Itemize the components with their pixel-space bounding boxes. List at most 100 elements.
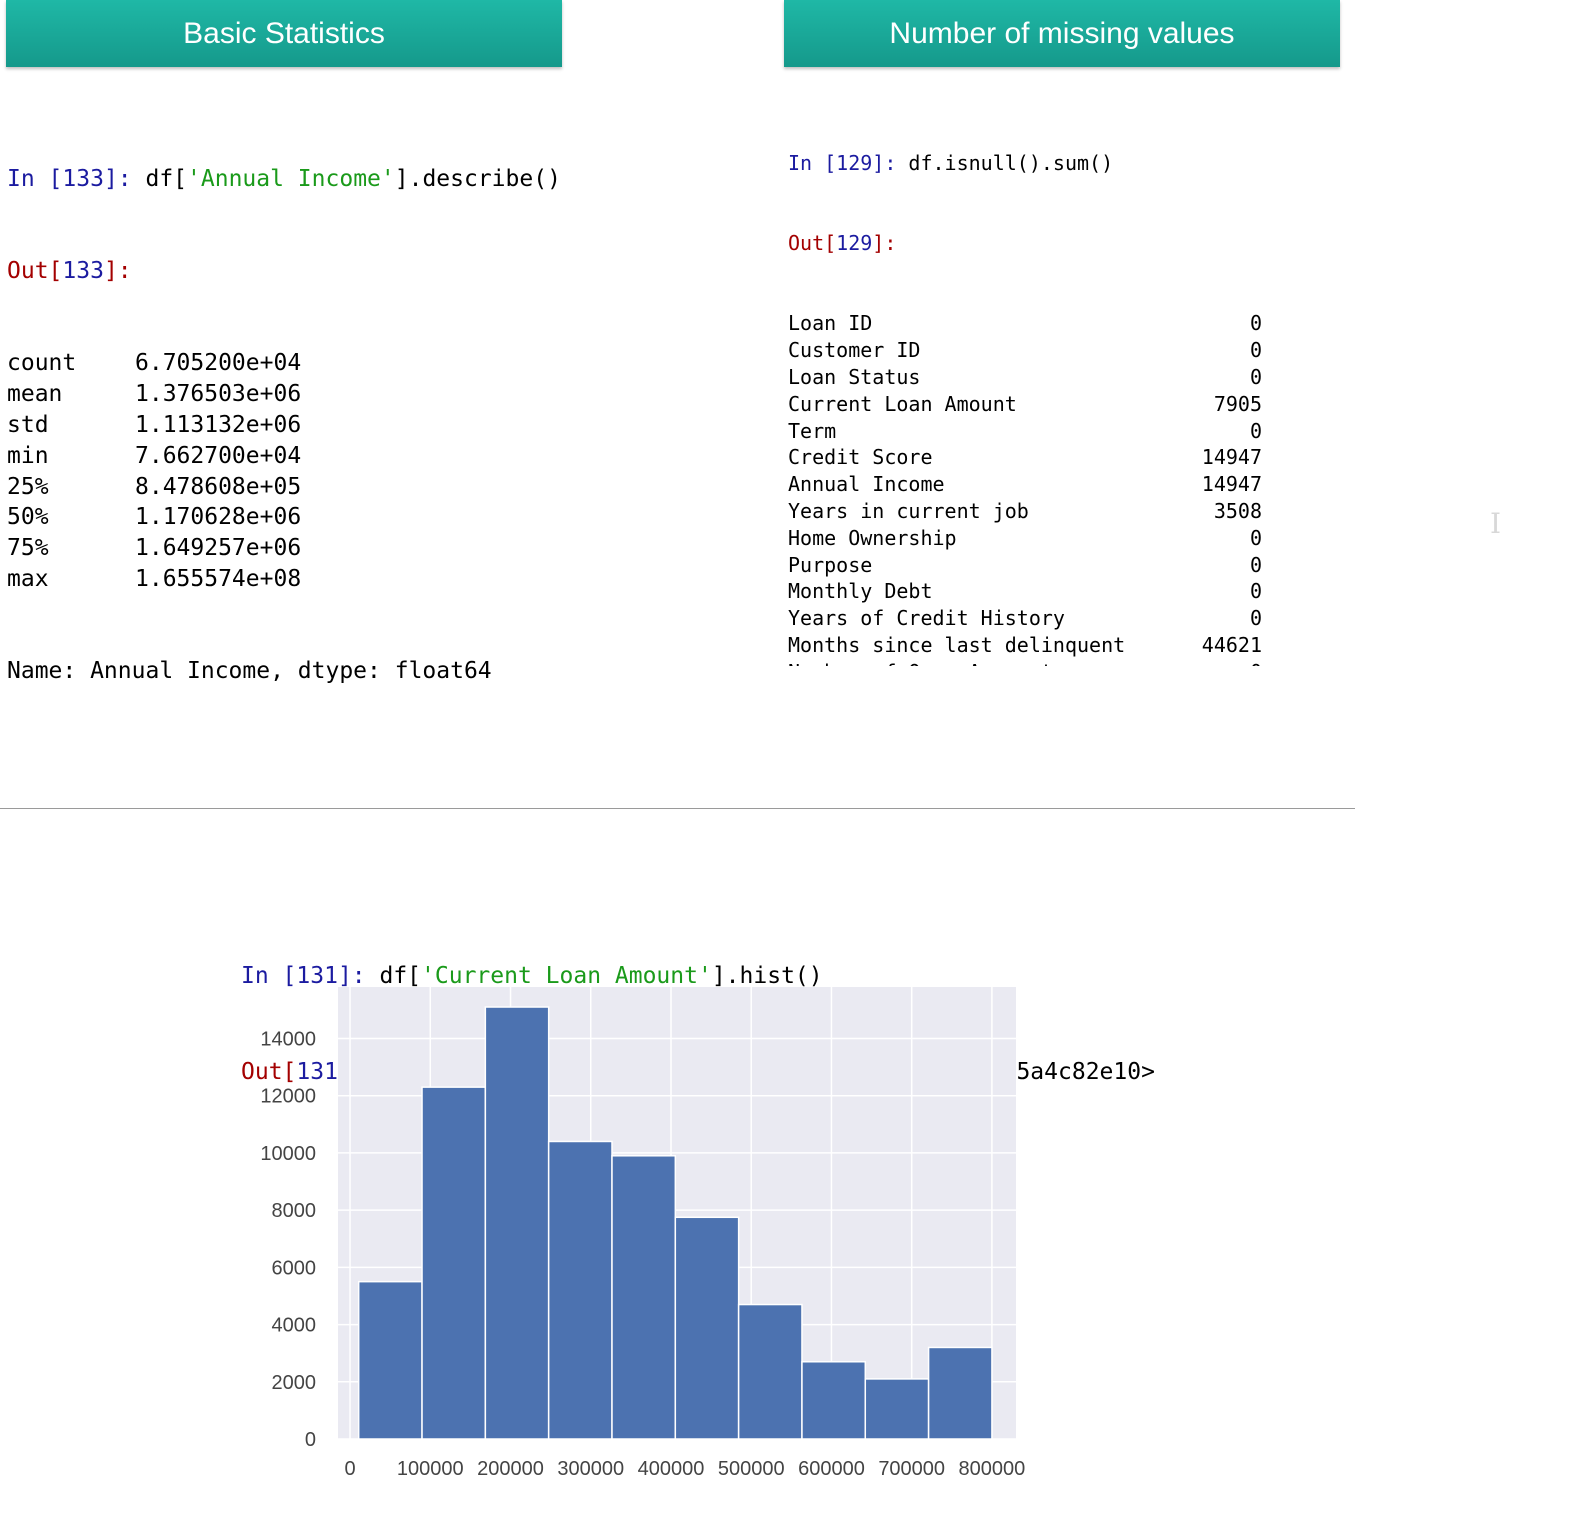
basic-statistics-banner: Basic Statistics	[6, 0, 562, 67]
stat-key: std	[7, 411, 49, 438]
text-cursor-icon: I	[1490, 507, 1502, 540]
x-tick-label: 500000	[718, 1458, 785, 1480]
x-tick-label: 400000	[638, 1458, 705, 1480]
histogram-bar	[357, 1280, 423, 1440]
output-prompt: Out[133]:	[7, 256, 561, 287]
x-tick-label: 800000	[959, 1458, 1026, 1480]
stat-value: 6.705200e+04	[135, 350, 302, 377]
missing-values-banner: Number of missing values	[784, 0, 1340, 67]
code-post: ].hist()	[711, 963, 823, 989]
histogram-bar	[864, 1378, 930, 1440]
column-name: Annual Income	[788, 472, 945, 497]
missing-value-row: Loan Status 0	[788, 364, 1262, 391]
missing-value-row: Number of Open Accounts 0	[788, 659, 1262, 666]
missing-value-row: Annual Income 14947	[788, 471, 1262, 498]
in-prompt-number: 133	[62, 165, 104, 192]
missing-count: 3508	[1213, 498, 1262, 523]
stat-value: 1.649257e+06	[135, 535, 302, 562]
code-text: df.isnull().sum()	[908, 150, 1114, 175]
input-line[interactable]: In [133]: df['Annual Income'].describe()	[7, 164, 561, 195]
stats-list: count 6.705200e+04 mean 1.376503e+06 std 1.11…	[7, 348, 561, 594]
stat-key: max	[7, 565, 49, 592]
column-name: Months since last delinquent	[788, 632, 1126, 657]
x-tick-label: 100000	[397, 1458, 464, 1480]
missing-count: 0	[1249, 606, 1262, 631]
missing-count: 0	[1249, 579, 1262, 604]
column-name: Current Loan Amount	[788, 391, 1017, 416]
missing-count: 0	[1249, 525, 1262, 550]
histogram-bar	[611, 1155, 677, 1440]
column-name: Home Ownership	[788, 525, 957, 550]
in-prompt-label: In [	[7, 165, 63, 192]
stat-key: count	[7, 350, 77, 377]
missing-count: 14947	[1201, 472, 1262, 497]
out-prompt-number: 131	[296, 1059, 338, 1085]
x-tick-label: 700000	[878, 1458, 945, 1480]
missing-value-row: Home Ownership 0	[788, 525, 1262, 552]
in-prompt-number: 131	[296, 963, 338, 989]
y-tick-label: 12000	[260, 1086, 316, 1108]
stat-row: max 1.655574e+08	[7, 564, 561, 595]
stat-value: 7.662700e+04	[135, 442, 302, 469]
stat-row: std 1.113132e+06	[7, 410, 561, 441]
stat-key: mean	[7, 381, 63, 408]
missing-count: 7905	[1213, 391, 1262, 416]
missing-count: 0	[1249, 311, 1262, 336]
y-tick-label: 8000	[272, 1200, 317, 1222]
series-footer: Name: Annual Income, dtype: float64	[7, 658, 492, 685]
out-prompt-label: Out[	[7, 257, 63, 284]
code-string: 'Current Loan Amount'	[421, 963, 712, 989]
column-name: Purpose	[788, 552, 873, 577]
column-name: Years in current job	[788, 498, 1029, 523]
stat-row: mean 1.376503e+06	[7, 379, 561, 410]
input-line[interactable]: In [131]: df['Current Loan Amount'].hist…	[241, 960, 1155, 992]
code-pre: df[	[145, 165, 188, 192]
missing-count: 0	[1250, 659, 1262, 666]
out-prompt-suffix: ]:	[872, 230, 897, 255]
missing-count: 44621	[1201, 632, 1262, 657]
histogram-bar	[927, 1346, 993, 1440]
stat-key: min	[7, 442, 49, 469]
y-tick-label: 4000	[272, 1315, 317, 1337]
column-name: Loan ID	[788, 311, 873, 336]
missing-value-row: Months since last delinquent 44621	[788, 632, 1262, 659]
stat-value: 1.655574e+08	[135, 565, 302, 592]
stat-key: 25%	[7, 473, 49, 500]
in-prompt-suffix: ]:	[103, 165, 146, 192]
column-name: Customer ID	[788, 338, 921, 363]
in-prompt-number: 129	[836, 150, 873, 175]
isnull-cell: In [129]: df.isnull().sum() Out[129]: Lo…	[788, 96, 1268, 666]
out-prompt-suffix: ]:	[103, 257, 132, 284]
missing-value-row: Loan ID 0	[788, 310, 1262, 337]
in-prompt-suffix: ]:	[872, 150, 909, 175]
y-tick-label: 14000	[260, 1028, 316, 1050]
x-tick-label: 200000	[477, 1458, 544, 1480]
x-tick-label: 0	[344, 1458, 355, 1480]
stat-row: 50% 1.170628e+06	[7, 502, 561, 533]
column-name: Monthly Debt	[788, 579, 933, 604]
out-prompt-label: Out[	[241, 1059, 297, 1085]
y-tick-label: 2000	[272, 1372, 317, 1394]
y-tick-label: 0	[305, 1429, 316, 1451]
missing-count: 0	[1249, 364, 1262, 389]
missing-value-row: Purpose 0	[788, 552, 1262, 579]
stat-value: 1.113132e+06	[135, 411, 302, 438]
missing-value-row: Term 0	[788, 418, 1262, 445]
out-prompt-number: 129	[836, 230, 873, 255]
input-line[interactable]: In [129]: df.isnull().sum()	[788, 150, 1268, 177]
code-string: 'Annual Income'	[187, 165, 395, 192]
missing-values-list: Loan ID 0 Customer ID 0 Loan Status 0 Current …	[788, 310, 1268, 666]
stat-row: count 6.705200e+04	[7, 348, 561, 379]
missing-value-row: Monthly Debt 0	[788, 578, 1262, 605]
stat-row: min 7.662700e+04	[7, 441, 561, 472]
missing-value-row: Credit Score 14947	[788, 444, 1262, 471]
column-name: Years of Credit History	[788, 606, 1065, 631]
histogram-bar	[421, 1086, 487, 1440]
code-post: ].describe()	[394, 165, 561, 192]
column-name: Term	[788, 418, 837, 443]
stat-value: 8.478608e+05	[135, 473, 302, 500]
loan-amount-histogram: 0 2000 4000 6000 8000 10000 12000 14000 0 100000 2…	[260, 987, 1026, 1480]
histogram-bar	[484, 1006, 550, 1440]
describe-cell: In [133]: df['Annual Income'].describe()…	[7, 102, 561, 718]
banner-title: Basic Statistics	[183, 16, 385, 50]
